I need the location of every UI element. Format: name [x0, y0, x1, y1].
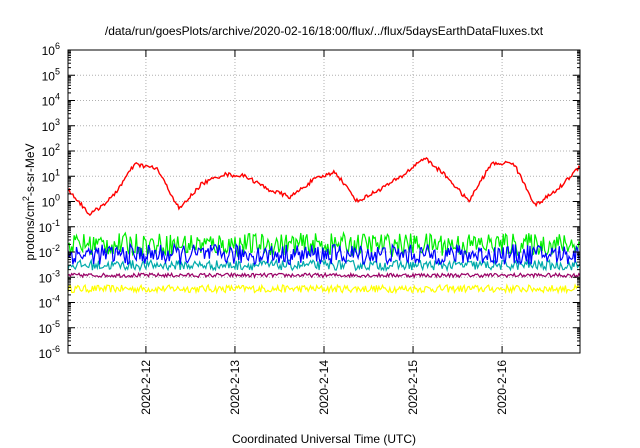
- x-tick-label: 2020-2-15: [406, 360, 420, 415]
- series-line: [67, 271, 581, 279]
- series-group: [67, 156, 581, 295]
- series-line: [67, 242, 581, 266]
- y-tick-label: 10-5: [39, 319, 60, 336]
- y-tick-label: 102: [42, 142, 60, 159]
- y-tick-label: 104: [42, 92, 60, 109]
- series-line: [67, 283, 581, 295]
- y-tick-label: 106: [42, 41, 60, 58]
- y-tick-label: 103: [42, 117, 60, 134]
- chart-title: /data/run/goesPlots/archive/2020-02-16/1…: [105, 24, 544, 38]
- x-tick-label: 2020-2-16: [495, 360, 509, 415]
- y-tick-label: 10-3: [39, 268, 60, 285]
- axis-ticks: 10-6 10-5 10-4 10-3 10-2 10-1 100 101 102 103 104 1…: [39, 41, 580, 415]
- x-tick-label: 2020-2-14: [317, 360, 331, 415]
- series-line: [67, 258, 581, 273]
- series-line: [67, 156, 581, 217]
- x-tick-label: 2020-2-13: [228, 360, 242, 415]
- x-axis-label: Coordinated Universal Time (UTC): [232, 432, 416, 446]
- y-tick-label: 10-2: [39, 243, 60, 260]
- y-tick-label: 105: [42, 66, 60, 83]
- y-tick-label: 101: [42, 167, 60, 184]
- y-axis-label: protons/cm2-s-sr-MeV: [21, 143, 37, 260]
- y-tick-label: 10-6: [39, 344, 60, 361]
- y-tick-label: 100: [42, 193, 60, 210]
- x-tick-label: 2020-2-12: [139, 360, 153, 415]
- y-tick-label: 10-1: [39, 218, 60, 235]
- grid: [68, 50, 580, 353]
- y-tick-label: 10-4: [39, 294, 60, 311]
